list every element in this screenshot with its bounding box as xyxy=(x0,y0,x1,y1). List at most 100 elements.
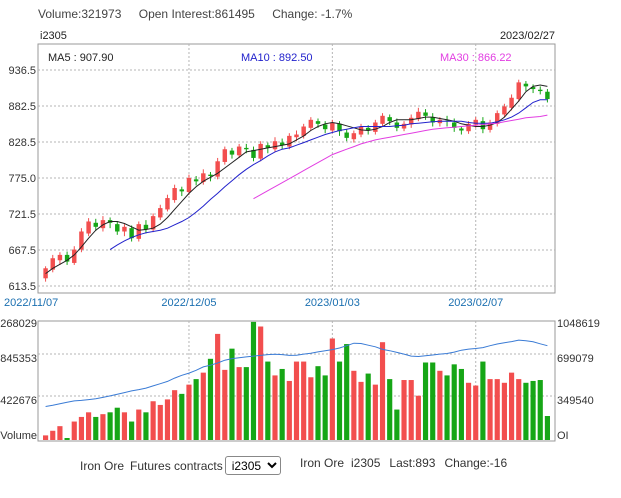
ma30-line xyxy=(253,114,548,200)
volume-bar xyxy=(100,414,106,440)
candle xyxy=(459,126,464,135)
candle-body xyxy=(430,117,435,123)
candle-body xyxy=(459,128,464,131)
candle-body xyxy=(358,126,364,135)
candle-body xyxy=(408,117,414,125)
candle xyxy=(344,129,349,142)
volume-bar xyxy=(408,380,414,440)
volume-bar xyxy=(250,321,257,440)
volume-bar xyxy=(164,399,171,440)
volume-bar xyxy=(193,379,199,440)
volume-bar xyxy=(537,380,543,440)
volume-bar xyxy=(437,370,443,440)
ma10-line xyxy=(109,99,548,251)
candle xyxy=(229,147,235,159)
candle xyxy=(222,146,228,165)
candle-body xyxy=(79,231,84,250)
candle-body xyxy=(516,82,521,100)
candle xyxy=(480,117,486,134)
futures-contracts-label: Futures contracts xyxy=(130,458,223,473)
candle xyxy=(258,141,263,162)
candle xyxy=(351,130,357,143)
candle-body xyxy=(64,254,70,262)
candle xyxy=(538,86,543,95)
oi-tick-label: 699079 xyxy=(557,353,594,365)
volume-bar xyxy=(265,361,271,440)
candle-body xyxy=(179,189,185,192)
ma-lines xyxy=(45,84,548,275)
candles xyxy=(43,79,550,282)
price-panel: 936.5 882.5 828.5 775.0 721.5 667.5 613.5 2022… xyxy=(4,43,556,309)
volume-bar xyxy=(50,430,56,440)
candle xyxy=(150,213,156,233)
candle-body xyxy=(72,249,77,263)
volume-bar xyxy=(344,344,350,440)
candle-body xyxy=(330,122,335,131)
candle-body xyxy=(530,87,536,90)
volume-bar xyxy=(365,373,371,440)
volume-bar xyxy=(93,416,99,440)
candle-body xyxy=(401,123,407,129)
candle-body xyxy=(57,254,63,261)
price-tick-label: 936.5 xyxy=(8,65,36,77)
date-axis: 2022/11/07 2022/12/05 2023/01/03 2023/02/07 xyxy=(4,297,503,309)
candle xyxy=(143,220,149,234)
candle xyxy=(172,184,177,203)
candle-body xyxy=(150,216,156,230)
volume-bar xyxy=(293,361,300,440)
candle-body xyxy=(201,173,206,183)
volume-bar xyxy=(494,379,500,440)
candle xyxy=(158,204,163,221)
date-tick-label: 2022/12/05 xyxy=(161,297,216,309)
candle-body xyxy=(136,224,142,239)
candle-body xyxy=(394,122,400,128)
candle-body xyxy=(222,149,228,162)
candle-body xyxy=(165,198,170,210)
date-tick-label: 2023/02/07 xyxy=(448,297,503,309)
candle-body xyxy=(50,258,55,270)
candle xyxy=(208,171,213,182)
candle-body xyxy=(143,224,149,230)
candle xyxy=(165,194,170,212)
volume-bar xyxy=(523,382,529,440)
candle-body xyxy=(451,122,457,128)
volume-bar xyxy=(401,380,407,440)
volume-bar xyxy=(179,393,185,440)
price-grid xyxy=(37,43,556,294)
candle xyxy=(423,109,428,120)
candle xyxy=(495,110,500,127)
candle xyxy=(100,216,106,232)
candle-body xyxy=(322,124,328,130)
candle-body xyxy=(387,117,392,122)
volume-bar xyxy=(243,367,249,440)
futures-chart: 936.5 882.5 828.5 775.0 721.5 667.5 613.5 2022… xyxy=(0,43,600,442)
ma5-line xyxy=(45,84,548,275)
candle xyxy=(179,186,185,197)
ma10-label: MA10 : 892.50 xyxy=(241,52,313,64)
volume-bar xyxy=(215,333,221,440)
candle-body xyxy=(193,179,199,182)
last-price: Last:893 xyxy=(389,456,436,470)
volume-bar xyxy=(129,421,135,440)
contract-selector: Iron Ore Futures contracts i2305 xyxy=(80,456,281,475)
candle xyxy=(530,84,536,94)
contract-select[interactable]: i2305 xyxy=(224,456,281,475)
candle xyxy=(57,252,63,265)
candle xyxy=(50,254,55,273)
volume-bar xyxy=(143,412,149,440)
oi-tick-label: 349540 xyxy=(557,395,594,407)
stats-bar: Volume:321973 Open Interest:861495 Chang… xyxy=(38,7,366,21)
volume-bar xyxy=(487,379,493,440)
candle-body xyxy=(93,222,98,227)
candle-body xyxy=(538,89,543,92)
volume-bar xyxy=(172,390,178,440)
candle xyxy=(380,113,385,127)
candle xyxy=(93,218,98,231)
candle xyxy=(509,94,514,111)
candle xyxy=(394,118,400,132)
ma30-label: MA30 : 866.22 xyxy=(440,52,512,64)
volume-bar xyxy=(415,395,421,440)
price-tick-label: 775.0 xyxy=(8,173,36,185)
candle xyxy=(136,221,142,242)
oi-tick-label: OI xyxy=(557,430,569,442)
